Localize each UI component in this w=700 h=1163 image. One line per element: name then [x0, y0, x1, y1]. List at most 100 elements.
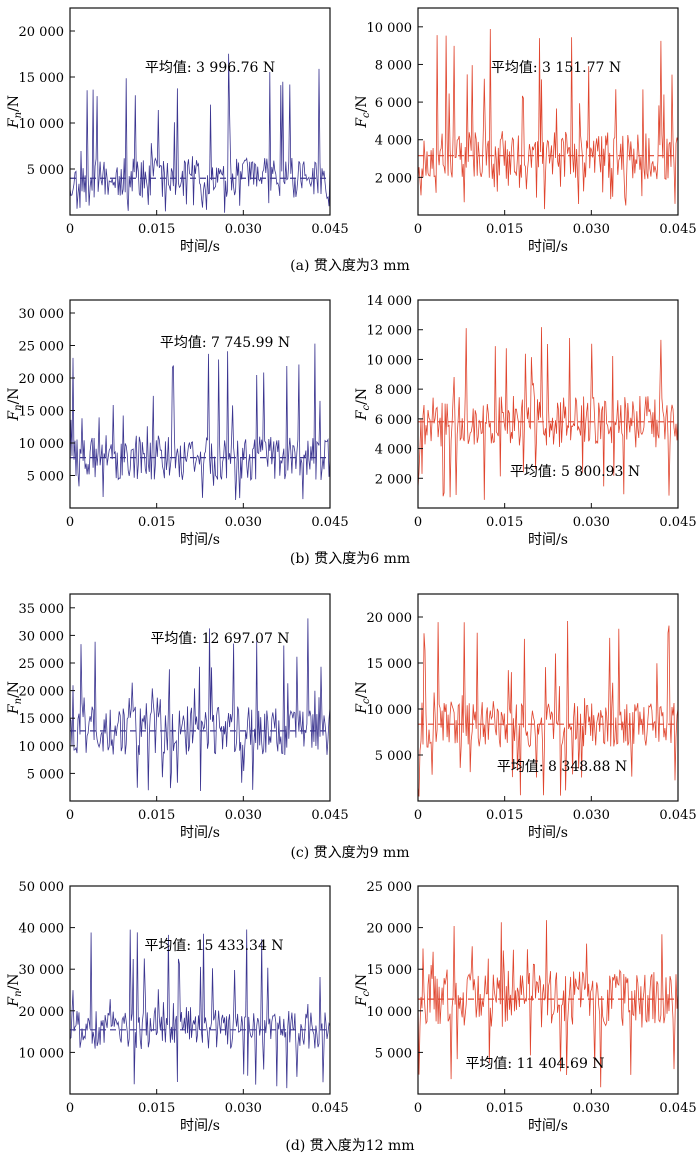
x-tick-label: 0.030	[225, 1101, 262, 1116]
x-tick-label: 0.030	[573, 222, 610, 237]
y-tick-label: 10 000	[19, 740, 65, 755]
y-tick-label: 10 000	[367, 703, 413, 718]
y-axis-label: Fn/N	[6, 973, 24, 1007]
y-tick-label: 8 000	[375, 58, 412, 73]
y-axis-label: Fn/N	[6, 681, 24, 715]
x-tick-label: 0.045	[311, 1101, 348, 1116]
x-tick-label: 0.015	[486, 1101, 523, 1116]
y-tick-label: 25 000	[19, 657, 65, 672]
y-tick-label: 20 000	[367, 611, 413, 626]
chart-panel-d-right: 5 000 10 000 15 000 20 000 25 000 0 0.015 0.030…	[354, 880, 697, 1134]
plot-frame	[417, 593, 679, 802]
y-axis-label: Fc/N	[354, 95, 372, 128]
x-axis-label: 时间/s	[180, 239, 220, 255]
series-line-Fn	[69, 343, 331, 501]
x-axis-label: 时间/s	[180, 825, 220, 841]
x-axis-label: 时间/s	[180, 532, 220, 548]
subfigure-caption: (c) 贯入度为9 mm	[290, 845, 409, 861]
y-tick-label: 4 000	[375, 134, 412, 149]
subfigure-caption: (a) 贯入度为3 mm	[290, 258, 410, 274]
y-tick-label: 15 000	[19, 712, 65, 727]
y-tick-label: 10 000	[19, 117, 65, 132]
y-tick-label: 14 000	[367, 294, 413, 309]
y-tick-label: 15 000	[367, 657, 413, 672]
plot-frame	[417, 885, 679, 1095]
plot-frame	[69, 7, 331, 216]
x-tick-label: 0.045	[659, 1101, 696, 1116]
x-axis-label: 时间/s	[528, 532, 568, 548]
y-tick-label: 8 000	[375, 383, 412, 398]
y-tick-label: 12 000	[367, 324, 413, 339]
y-tick-label: 35 000	[19, 602, 65, 617]
mean-annotation: 平均值: 7 745.99 N	[160, 335, 290, 351]
series-line-Fc	[417, 28, 679, 210]
x-tick-label: 0.030	[573, 515, 610, 530]
y-tick-label: 20 000	[19, 25, 65, 40]
y-tick-label: 10 000	[19, 437, 65, 452]
x-axis-label: 时间/s	[180, 1118, 220, 1134]
mean-annotation: 平均值: 5 800.93 N	[510, 464, 640, 480]
x-axis-label: 时间/s	[528, 239, 568, 255]
y-axis-label: Fc/N	[354, 974, 372, 1007]
x-tick-label: 0	[66, 808, 74, 823]
y-tick-label: 10 000	[367, 21, 413, 36]
chart-panel-d-left: 10 000 20 000 30 000 40 000 50 000 0 0.015 0.03…	[6, 880, 349, 1134]
y-tick-label: 6 000	[375, 96, 412, 111]
series-line-Fc	[417, 620, 679, 797]
x-tick-label: 0	[414, 515, 422, 530]
y-tick-label: 5 000	[375, 1046, 412, 1061]
y-axis-label: Fc/N	[354, 388, 372, 421]
x-tick-label: 0.015	[486, 515, 523, 530]
y-tick-label: 10 000	[367, 1005, 413, 1020]
y-tick-label: 2 000	[375, 171, 412, 186]
x-tick-label: 0	[414, 222, 422, 237]
x-tick-label: 0.015	[486, 222, 523, 237]
x-tick-label: 0	[66, 222, 74, 237]
x-tick-label: 0.015	[486, 808, 523, 823]
x-tick-label: 0.045	[311, 222, 348, 237]
mean-annotation: 平均值: 15 433.34 N	[144, 938, 283, 954]
y-tick-label: 25 000	[367, 880, 413, 895]
chart-panel-c-right: 5 000 10 000 15 000 20 000 0 0.015 0.030 0.045 时…	[354, 593, 697, 841]
chart-panel-b-right: 2 000 4 000 6 000 8 000 10 000 12 000 14 000 0 0…	[354, 294, 697, 548]
series-line-Fn	[69, 929, 331, 1089]
x-tick-label: 0.030	[573, 808, 610, 823]
plot-frame	[69, 593, 331, 802]
y-tick-label: 20 000	[367, 922, 413, 937]
x-tick-label: 0.045	[659, 515, 696, 530]
x-tick-label: 0.045	[659, 222, 696, 237]
x-tick-label: 0.015	[138, 515, 175, 530]
x-axis-label: 时间/s	[528, 825, 568, 841]
y-tick-label: 10 000	[367, 353, 413, 368]
plot-frame	[417, 7, 679, 216]
y-axis-label: Fn/N	[6, 95, 24, 129]
chart-panel-a-left: 5 000 10 000 15 000 20 000 0 0.015 0.030 0.045 时…	[6, 7, 349, 255]
y-axis-label: Fn/N	[6, 387, 24, 421]
subfigure-caption: (b) 贯入度为6 mm	[290, 551, 410, 567]
y-tick-label: 5 000	[27, 470, 64, 485]
y-tick-label: 5 000	[375, 749, 412, 764]
x-axis-label: 时间/s	[528, 1118, 568, 1134]
x-tick-label: 0.015	[138, 222, 175, 237]
y-tick-label: 20 000	[19, 372, 65, 387]
y-tick-label: 6 000	[375, 413, 412, 428]
plot-frame	[69, 885, 331, 1095]
y-tick-label: 15 000	[367, 963, 413, 978]
y-tick-label: 5 000	[27, 163, 64, 178]
plot-frame	[69, 299, 331, 509]
y-tick-label: 20 000	[19, 1005, 65, 1020]
x-tick-label: 0.030	[225, 515, 262, 530]
x-tick-label: 0	[414, 1101, 422, 1116]
plot-frame	[417, 299, 679, 509]
y-tick-label: 30 000	[19, 629, 65, 644]
subfigure-caption: (d) 贯入度为12 mm	[285, 1138, 414, 1154]
y-axis-label: Fc/N	[354, 681, 372, 714]
y-tick-label: 4 000	[375, 443, 412, 458]
y-tick-label: 30 000	[19, 307, 65, 322]
y-tick-label: 20 000	[19, 685, 65, 700]
x-tick-label: 0	[66, 515, 74, 530]
mean-annotation: 平均值: 11 404.69 N	[465, 1056, 604, 1072]
y-tick-label: 15 000	[19, 405, 65, 420]
series-line-Fn	[69, 53, 331, 213]
